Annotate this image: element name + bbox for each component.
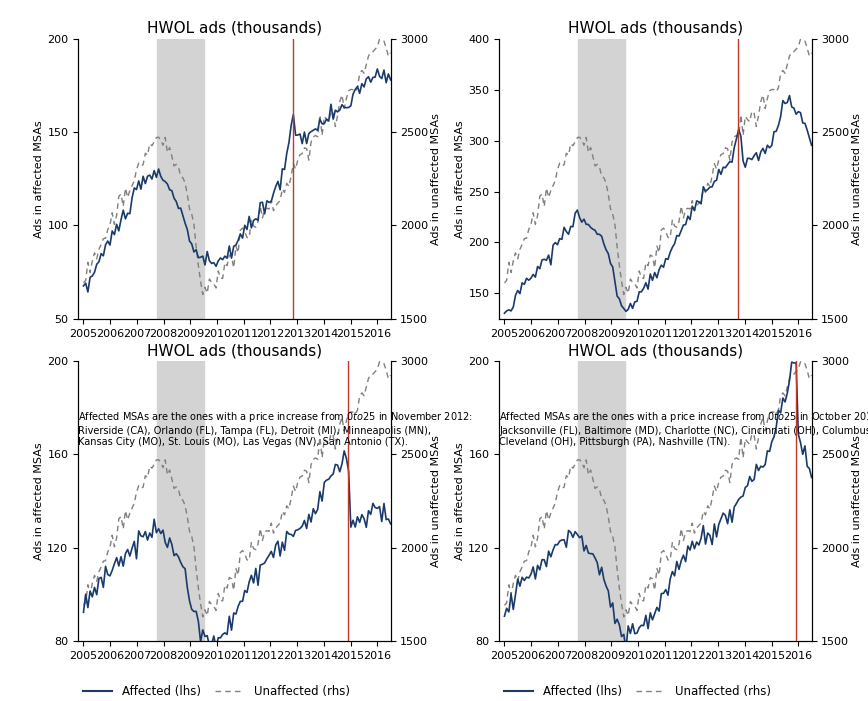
Title: HWOL ads (thousands): HWOL ads (thousands) bbox=[147, 343, 322, 358]
Title: HWOL ads (thousands): HWOL ads (thousands) bbox=[568, 343, 743, 358]
Title: HWOL ads (thousands): HWOL ads (thousands) bbox=[568, 21, 743, 36]
Text: Affected MSAs are the ones with a price increase from $0 to $25 in October 2013:: Affected MSAs are the ones with a price … bbox=[499, 410, 868, 447]
Legend: Affected (lhs), Unaffected (rhs): Affected (lhs), Unaffected (rhs) bbox=[78, 358, 355, 381]
Bar bbox=[157, 361, 204, 641]
Bar bbox=[578, 361, 625, 641]
Y-axis label: Ads in affected MSAs: Ads in affected MSAs bbox=[456, 442, 465, 560]
Legend: Affected (lhs), Unaffected (rhs): Affected (lhs), Unaffected (rhs) bbox=[499, 681, 776, 701]
Y-axis label: Ads in affected MSAs: Ads in affected MSAs bbox=[35, 442, 44, 560]
Y-axis label: Ads in unaffected MSAs: Ads in unaffected MSAs bbox=[431, 113, 441, 245]
Title: HWOL ads (thousands): HWOL ads (thousands) bbox=[147, 21, 322, 36]
Legend: Affected (lhs), Unaffected (rhs): Affected (lhs), Unaffected (rhs) bbox=[78, 681, 355, 701]
Y-axis label: Ads in unaffected MSAs: Ads in unaffected MSAs bbox=[431, 435, 441, 567]
Y-axis label: Ads in affected MSAs: Ads in affected MSAs bbox=[456, 120, 465, 238]
Legend: Affected (lhs), Unaffected (rhs): Affected (lhs), Unaffected (rhs) bbox=[499, 358, 776, 381]
Y-axis label: Ads in unaffected MSAs: Ads in unaffected MSAs bbox=[852, 435, 862, 567]
Y-axis label: Ads in unaffected MSAs: Ads in unaffected MSAs bbox=[852, 113, 862, 245]
Bar bbox=[578, 39, 625, 319]
Y-axis label: Ads in affected MSAs: Ads in affected MSAs bbox=[35, 120, 44, 238]
Text: Affected MSAs are the ones with a price increase from $0 to $25 in November 2012: Affected MSAs are the ones with a price … bbox=[78, 410, 473, 447]
Bar bbox=[157, 39, 204, 319]
